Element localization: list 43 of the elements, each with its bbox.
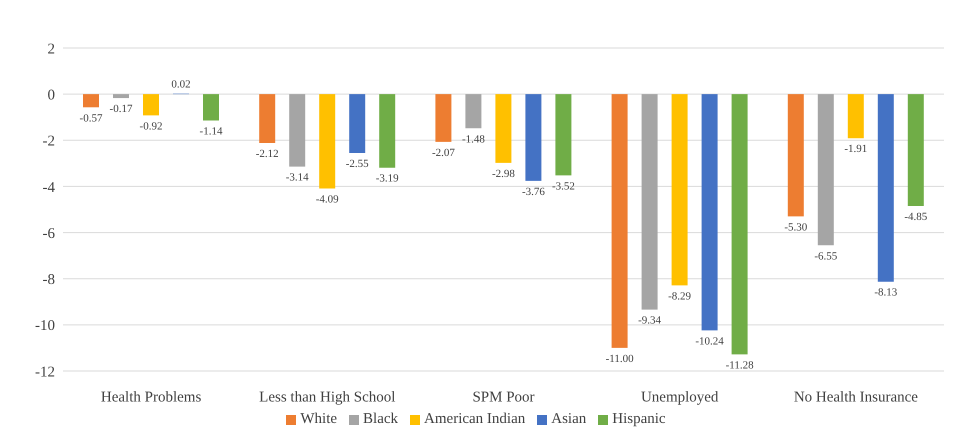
data-label: -2.07 — [432, 146, 456, 159]
y-tick-label: -12 — [35, 364, 55, 380]
legend-label: White — [299, 411, 338, 428]
data-label: -4.09 — [316, 194, 340, 206]
y-tick-label: -8 — [42, 272, 55, 288]
x-tick-label: Health Problems — [100, 390, 202, 406]
legend-label: Black — [362, 411, 398, 428]
legend-label: American Indian — [423, 411, 526, 428]
data-label: -3.76 — [522, 186, 546, 198]
y-tick-label: 0 — [48, 87, 55, 104]
data-label: -6.55 — [814, 250, 838, 262]
y-tick-label: -6 — [42, 226, 56, 242]
y-tick-label: 2 — [48, 41, 55, 58]
data-label: -4.85 — [904, 211, 928, 224]
data-label: -0.57 — [80, 112, 103, 124]
data-label: 0.02 — [171, 78, 191, 91]
data-label: -0.17 — [110, 103, 133, 116]
data-label: -2.12 — [256, 148, 279, 160]
data-label: -3.14 — [286, 172, 310, 184]
data-label: -0.92 — [140, 120, 162, 132]
data-label: -2.55 — [346, 158, 370, 170]
data-label: -8.29 — [668, 290, 692, 302]
y-tick-label: -4 — [42, 180, 56, 196]
data-label: -3.19 — [376, 172, 400, 185]
data-label: -8.13 — [874, 286, 898, 299]
data-label: -1.91 — [844, 143, 868, 156]
x-tick-label: SPM Poor — [472, 390, 535, 406]
data-label: -1.14 — [200, 125, 223, 138]
data-label: -10.24 — [695, 335, 724, 348]
y-tick-label: -10 — [35, 318, 55, 334]
x-tick-label: Unemployed — [640, 390, 719, 406]
legend-label: Hispanic — [611, 411, 666, 428]
data-label: -2.98 — [492, 168, 516, 180]
data-label: -1.48 — [462, 133, 486, 146]
y-tick-label: -2 — [42, 134, 55, 150]
x-tick-label: Less than High School — [259, 390, 396, 406]
x-tick-label: No Health Insurance — [794, 390, 918, 406]
legend-label: Asian — [550, 411, 586, 428]
data-label: -3.52 — [552, 180, 575, 192]
data-label: -11.28 — [726, 359, 754, 372]
data-label: -5.30 — [784, 221, 808, 234]
data-label: -9.34 — [638, 314, 662, 327]
data-label: -11.00 — [606, 352, 634, 365]
